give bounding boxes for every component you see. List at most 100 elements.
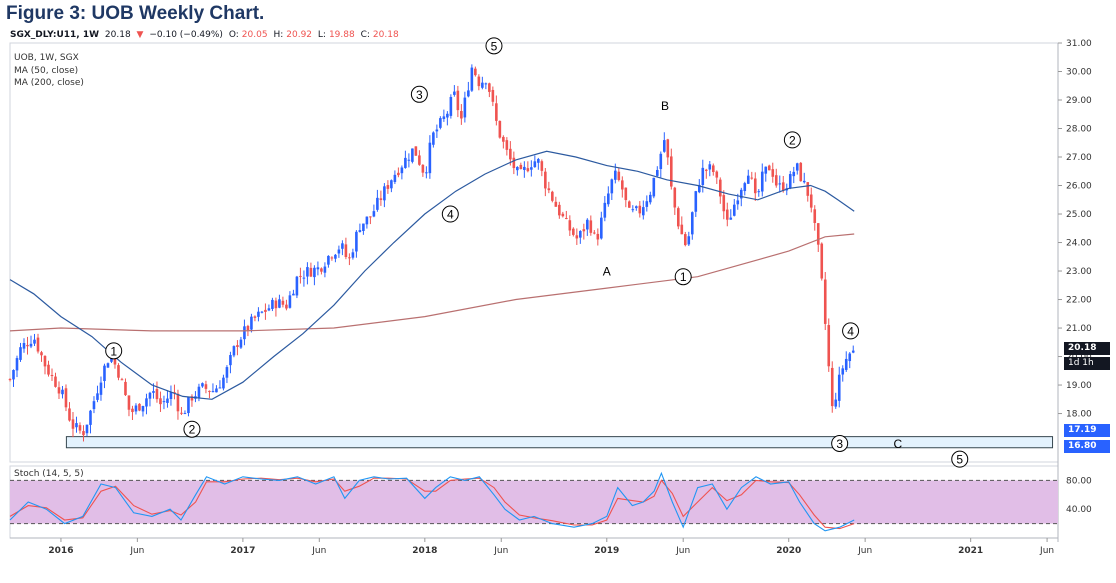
last-price-tag: 20.18 (1064, 342, 1110, 355)
candle-body (764, 166, 768, 174)
wave-label: 2 (789, 133, 796, 147)
wave-label-circle (951, 450, 969, 468)
support-bottom-tag: 16.80 (1064, 440, 1110, 453)
legend-ma200[interactable]: MA (200, close) (14, 78, 84, 88)
candle-body (631, 209, 635, 211)
candle-body (848, 353, 852, 362)
candle-body (232, 346, 236, 356)
candle-body (341, 243, 344, 249)
candle-body (246, 325, 250, 331)
wave-label: 5 (956, 453, 963, 467)
x-tick-label: Jun (675, 546, 690, 556)
candle-body (502, 136, 505, 142)
candle-body (649, 194, 652, 203)
low-label: L: (317, 30, 326, 40)
candle-body (274, 300, 278, 309)
candle-body (22, 343, 26, 349)
wave-label-circle (105, 342, 123, 360)
candle-body (390, 180, 393, 189)
symbol-label[interactable]: SGX_DLY:U11, 1W (10, 30, 100, 40)
candle-body (642, 207, 645, 216)
candle-body (495, 103, 498, 121)
candle-body (351, 252, 355, 258)
wave-label: 1 (110, 344, 117, 358)
candle-body (635, 206, 638, 209)
candle-body (673, 187, 677, 208)
support-top-tag: 17.19 (1064, 424, 1110, 437)
close-value: 20.18 (372, 30, 399, 40)
candle-body (169, 391, 173, 400)
candle-body (12, 370, 15, 380)
candle-body (421, 164, 425, 173)
candle-body (190, 396, 194, 401)
candle-body (159, 398, 162, 405)
candle-body (414, 146, 418, 156)
candle-body (628, 201, 631, 208)
y-tick-label: 22.00 (1066, 296, 1092, 306)
candle-body (795, 163, 799, 171)
candle-body (267, 308, 271, 311)
candle-body (753, 178, 757, 194)
candle-body (757, 191, 761, 193)
wave-label: C (894, 437, 903, 451)
candle-body (746, 175, 750, 184)
candle-body (844, 358, 848, 370)
candle-body (278, 299, 281, 308)
candle-body (767, 165, 771, 171)
candle-body (138, 403, 141, 411)
support-zone (65, 436, 1054, 449)
legend-main[interactable]: UOB, 1W, SGX (14, 53, 79, 63)
candle-body (348, 257, 351, 259)
candle-body (516, 166, 519, 171)
y-tick-label: 23.00 (1066, 267, 1092, 277)
candle-body (334, 254, 337, 259)
candle-body (197, 386, 201, 398)
candle-body (187, 396, 190, 414)
candle-body (561, 213, 565, 217)
candle-body (428, 142, 432, 174)
candle-body (92, 401, 96, 410)
candle-body (656, 169, 659, 176)
candle-body (659, 153, 663, 170)
candle-body (652, 177, 656, 197)
candle-body (376, 197, 379, 210)
candle-body (124, 381, 127, 396)
candle-body (393, 174, 397, 182)
candle-body (425, 172, 428, 174)
candle-body (327, 255, 330, 265)
candle-body (50, 375, 54, 376)
candle-body (400, 167, 404, 174)
candle-body (229, 355, 232, 366)
candle-body (816, 223, 820, 245)
wave-label: B (661, 99, 669, 113)
candle-body (491, 89, 495, 102)
candle-body (676, 208, 680, 227)
candle-body (610, 179, 614, 194)
wave-label: 3 (836, 437, 843, 451)
countdown-tag: 1d 1h (1064, 357, 1110, 370)
candle-body (29, 343, 33, 347)
y-tick-label: 27.00 (1066, 153, 1092, 163)
y-tick-label: 24.00 (1066, 239, 1092, 249)
open-label: O: (228, 30, 239, 40)
candle-body (841, 368, 845, 375)
candle-body (257, 311, 260, 317)
candle-body (404, 157, 407, 168)
candle-body (481, 82, 484, 88)
candle-body (470, 67, 474, 91)
stoch-legend[interactable]: Stoch (14, 5, 5) (14, 469, 84, 479)
candle-body (211, 391, 215, 393)
candle-body (554, 201, 558, 207)
last-price: 20.18 (104, 30, 131, 40)
candle-body (379, 198, 383, 200)
candle-body (837, 374, 841, 401)
candle-body (117, 365, 120, 378)
y-tick-label: 26.00 (1066, 182, 1092, 192)
wave-label-circle (842, 322, 860, 340)
candle-body (467, 90, 470, 97)
legend-ma50[interactable]: MA (50, close) (14, 66, 79, 76)
candle-body (152, 391, 155, 393)
candle-body (537, 159, 540, 163)
stoch-tick-label: 40.00 (1066, 505, 1092, 515)
